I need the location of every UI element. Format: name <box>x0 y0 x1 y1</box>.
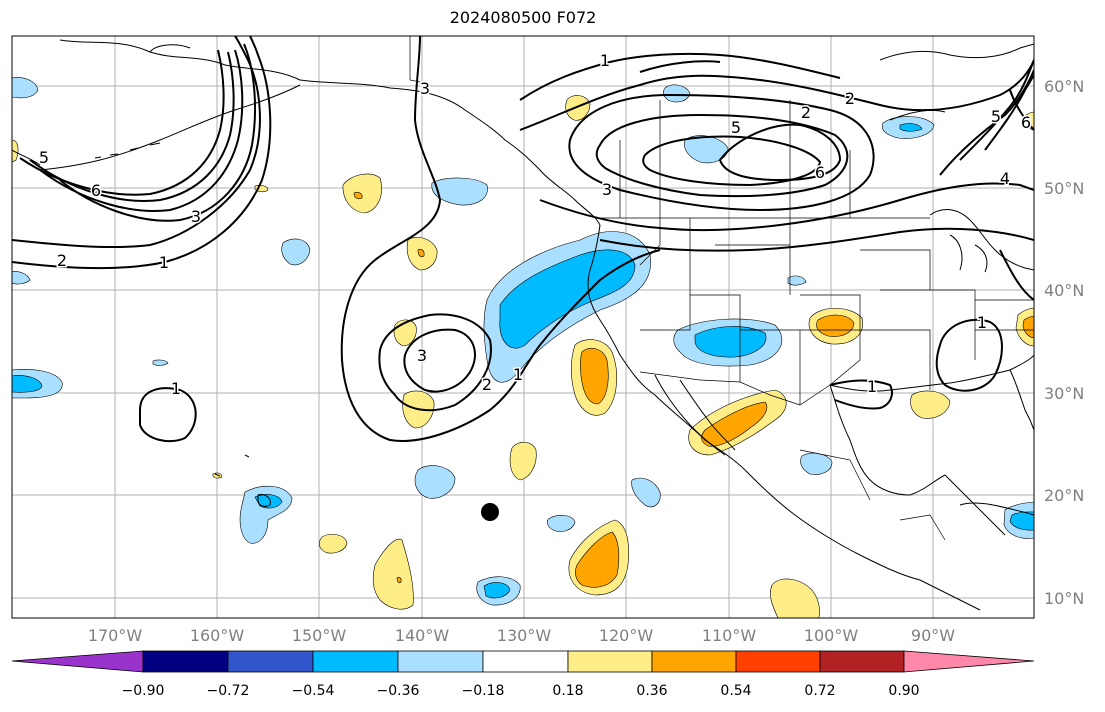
colorbar-segment <box>567 650 653 673</box>
contour-label-group: 1 2 5 2 6 3 4 6 5 5 6 3 2 1 3 3 2 1 1 1 … <box>37 50 1032 400</box>
contour-label: 5 <box>991 107 1001 126</box>
colorbar-min-extension <box>11 650 144 673</box>
colorbar-segment <box>397 650 484 673</box>
colorbar-tick-label: 0.72 <box>804 683 836 699</box>
contour-label: 1 <box>513 365 523 384</box>
contour-label: 5 <box>731 118 741 137</box>
contour-label: 2 <box>482 375 492 394</box>
contour-label: 3 <box>417 346 427 365</box>
lat-label: 20°N <box>1044 486 1085 505</box>
colorbar-tick-label: −0.72 <box>206 683 250 699</box>
colorbar-segment <box>227 650 314 673</box>
lon-label: 160°W <box>189 626 245 645</box>
contour-label: 3 <box>191 207 201 226</box>
contour-label: 6 <box>91 181 101 200</box>
contour-label: 1 <box>867 377 877 396</box>
contour-label: 4 <box>1000 169 1010 188</box>
lon-label: 140°W <box>394 626 450 645</box>
lat-label: 40°N <box>1044 281 1085 300</box>
contour-label: 1 <box>159 253 169 272</box>
contour-label: 3 <box>420 79 430 98</box>
contour-label: 2 <box>57 251 67 270</box>
colorbar-tick-label: 0.90 <box>888 683 920 699</box>
negative-anomaly-shading <box>12 77 1034 606</box>
gridlines <box>12 36 1034 618</box>
colorbar-tick-label: −0.18 <box>461 683 505 699</box>
contour-label: 1 <box>977 313 987 332</box>
contour-label: 6 <box>815 163 825 182</box>
location-marker <box>481 503 499 521</box>
contour-label: 1 <box>600 51 610 70</box>
colorbar-segment <box>312 650 399 673</box>
lon-label: 150°W <box>291 626 347 645</box>
colorbar-tick-label: −0.90 <box>121 683 165 699</box>
lon-label: 170°W <box>87 626 143 645</box>
positive-anomaly-shading <box>12 95 1034 618</box>
lat-label: 30°N <box>1044 384 1085 403</box>
political-borders <box>409 36 1034 541</box>
coastlines <box>12 39 1034 611</box>
lat-label: 60°N <box>1044 77 1085 96</box>
contour-lines <box>12 36 1034 443</box>
colorbar-max-extension <box>903 650 1035 673</box>
map-frame <box>11 35 1035 619</box>
lon-label: 130°W <box>496 626 552 645</box>
colorbar-tick-label: 0.36 <box>636 683 668 699</box>
colorbar-segment <box>482 650 569 673</box>
colorbar-tick-label: −0.54 <box>291 683 335 699</box>
colorbar-segment <box>651 650 737 673</box>
lat-label: 10°N <box>1044 589 1085 608</box>
colorbar-tick-label: 0.54 <box>720 683 752 699</box>
colorbar-segment <box>735 650 821 673</box>
lat-label: 50°N <box>1044 179 1085 198</box>
colorbar <box>11 650 1035 673</box>
lon-label: 90°W <box>910 626 956 645</box>
colorbar-tick-label: 0.18 <box>552 683 584 699</box>
lon-label: 110°W <box>701 626 757 645</box>
contour-label: 3 <box>602 180 612 199</box>
contour-label: 2 <box>845 89 855 108</box>
colorbar-tick-label: −0.36 <box>376 683 420 699</box>
colorbar-segment <box>142 650 229 673</box>
lon-label: 100°W <box>803 626 859 645</box>
map-title: 2024080500 F072 <box>449 8 597 27</box>
contour-label: 5 <box>39 148 49 167</box>
lon-label: 120°W <box>598 626 654 645</box>
colorbar-segment <box>819 650 905 673</box>
contour-label: 1 <box>171 379 181 398</box>
contour-label: 6 <box>1021 113 1031 132</box>
contour-label: 2 <box>801 103 811 122</box>
